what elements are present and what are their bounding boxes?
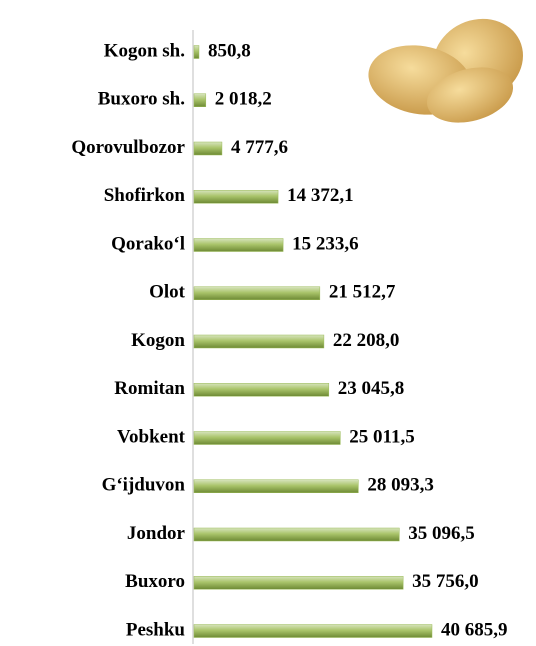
category-label: Qorovulbozor [71, 137, 185, 158]
chart: Kogon sh. 850,8 Buxoro sh. 2 018,2 Qorovulbo… [0, 0, 536, 646]
value-label: 25 011,5 [349, 426, 414, 447]
bar [194, 46, 199, 59]
potato-image [363, 4, 536, 131]
page: Kogon sh. 850,8 Buxoro sh. 2 018,2 Qorovulbo… [0, 0, 536, 646]
bar [194, 576, 403, 589]
bar [194, 625, 432, 638]
category-label: G‘ijduvon [102, 475, 186, 496]
value-label: 14 372,1 [287, 185, 354, 206]
category-label: Qorako‘l [111, 233, 185, 254]
value-label: 2 018,2 [215, 89, 272, 110]
value-label: 35 756,0 [412, 571, 479, 592]
value-label: 40 685,9 [441, 619, 508, 640]
bar [194, 383, 329, 396]
bar [194, 239, 283, 252]
category-label: Olot [149, 282, 186, 303]
value-label: 35 096,5 [408, 523, 475, 544]
category-label: Jondor [127, 523, 186, 544]
value-label: 15 233,6 [292, 233, 359, 254]
value-label: 4 777,6 [231, 137, 288, 158]
bar [194, 142, 222, 155]
value-label: 850,8 [208, 40, 251, 61]
category-label: Vobkent [117, 426, 186, 447]
bar [194, 287, 320, 300]
category-label: Buxoro [125, 571, 185, 592]
value-label: 21 512,7 [329, 282, 396, 303]
category-label: Peshku [126, 619, 186, 640]
bar [194, 432, 340, 445]
category-label: Shofirkon [104, 185, 186, 206]
value-label: 23 045,8 [338, 378, 405, 399]
bar [194, 335, 324, 348]
value-label: 22 208,0 [333, 330, 400, 351]
category-label: Kogon sh. [104, 40, 185, 61]
bar [194, 190, 278, 203]
category-label: Romitan [114, 378, 185, 399]
bar [194, 94, 206, 107]
bar [194, 480, 358, 493]
value-label: 28 093,3 [367, 475, 434, 496]
bar [194, 528, 399, 541]
category-label: Kogon [131, 330, 185, 351]
category-label: Buxoro sh. [98, 89, 185, 110]
